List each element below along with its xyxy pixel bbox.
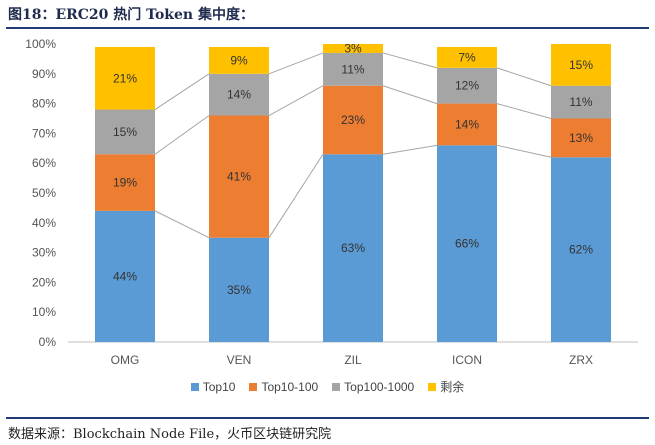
bar-omg-1 — [95, 154, 155, 211]
series-connector-line — [382, 144, 438, 155]
data-label: 9% — [230, 53, 248, 67]
y-tick-label: 80% — [32, 97, 56, 111]
data-label: 41% — [227, 170, 251, 184]
series-connector-line — [382, 85, 438, 105]
data-label: 21% — [113, 71, 137, 85]
bar-icon-1 — [437, 103, 497, 146]
x-tick-label: ICON — [452, 353, 482, 367]
legend-label: 剩余 — [440, 380, 465, 394]
bar-zrx-0 — [551, 157, 611, 342]
top-divider — [6, 27, 649, 29]
series-connector-line — [268, 153, 324, 238]
legend-label: Top10-100 — [261, 379, 319, 394]
legend-label: Top10 — [202, 379, 236, 394]
bar-ven-0 — [209, 237, 269, 342]
data-label: 14% — [227, 88, 251, 102]
series-connector-line — [496, 67, 552, 87]
data-label: 62% — [569, 243, 593, 257]
data-label: 14% — [455, 117, 479, 131]
bar-omg-2 — [95, 109, 155, 155]
y-tick-label: 20% — [32, 275, 56, 289]
chart-legend: Top10 Top10-100 Top100-1000 剩余 — [0, 378, 655, 395]
data-label: 23% — [341, 113, 365, 127]
x-tick-label: ZIL — [344, 353, 362, 367]
bar-zil-3 — [323, 44, 383, 53]
data-label: 44% — [113, 269, 137, 283]
bar-zil-2 — [323, 52, 383, 86]
bar-omg-0 — [95, 210, 155, 342]
bar-icon-3 — [437, 46, 497, 68]
series-connector-line — [382, 52, 438, 69]
legend-item: 剩余 — [428, 378, 464, 395]
y-tick-label: 0% — [39, 335, 57, 349]
data-label: 11% — [341, 62, 364, 76]
x-tick-label: VEN — [227, 353, 252, 367]
series-connector-line — [496, 144, 552, 158]
legend-swatch — [428, 382, 437, 391]
series-connector-line — [154, 210, 210, 239]
bar-ven-2 — [209, 73, 269, 116]
legend-swatch — [190, 382, 199, 391]
y-tick-label: 50% — [32, 186, 56, 200]
data-label: 66% — [455, 237, 479, 251]
legend-swatch — [249, 382, 258, 391]
x-tick-label: ZRX — [569, 353, 593, 367]
y-tick-label: 30% — [32, 246, 56, 260]
y-tick-label: 10% — [32, 305, 56, 319]
y-tick-label: 40% — [32, 216, 56, 230]
bar-icon-2 — [437, 67, 497, 104]
series-connector-line — [154, 115, 210, 155]
page-title: 图18：ERC20 热门 Token 集中度： — [8, 7, 254, 23]
data-label: 3% — [344, 41, 362, 55]
data-label: 13% — [569, 131, 593, 145]
bar-zrx-1 — [551, 118, 611, 158]
legend-swatch — [332, 382, 341, 391]
bar-zil-1 — [323, 85, 383, 155]
x-tick-label: OMG — [111, 353, 140, 367]
series-connector-line — [268, 52, 324, 75]
data-label: 19% — [113, 176, 137, 190]
bar-zrx-2 — [551, 85, 611, 119]
data-label: 12% — [455, 79, 479, 93]
source-note: 数据来源：Blockchain Node File，火币区块链研究院 — [8, 427, 332, 442]
legend-item: Top10 — [190, 378, 236, 395]
series-connector-line — [268, 85, 324, 116]
y-tick-label: 100% — [25, 37, 56, 51]
data-label: 11% — [569, 95, 592, 109]
y-tick-label: 70% — [32, 126, 56, 140]
bottom-divider — [6, 417, 649, 419]
y-tick-label: 60% — [32, 156, 56, 170]
bar-ven-1 — [209, 115, 269, 238]
data-label: 15% — [113, 125, 137, 139]
bar-ven-3 — [209, 46, 269, 74]
legend-item: Top10-100 — [249, 378, 318, 395]
bar-icon-0 — [437, 145, 497, 342]
y-tick-label: 90% — [32, 67, 56, 81]
series-connector-line — [496, 103, 552, 119]
bar-zrx-3 — [551, 44, 611, 86]
bar-omg-3 — [95, 46, 155, 110]
bar-zil-0 — [323, 154, 383, 342]
data-label: 15% — [569, 58, 593, 72]
data-label: 35% — [227, 283, 251, 297]
data-label: 7% — [458, 50, 476, 64]
data-label: 63% — [341, 241, 365, 255]
legend-label: Top100-1000 — [344, 379, 415, 394]
stacked-bar-chart: 0% 10% 20% 30% 40% 50% 60% 70% 80% 90% 100% 44% 19% 1… — [25, 37, 638, 367]
series-connector-line — [154, 73, 210, 110]
legend-item: Top100-1000 — [332, 378, 414, 395]
